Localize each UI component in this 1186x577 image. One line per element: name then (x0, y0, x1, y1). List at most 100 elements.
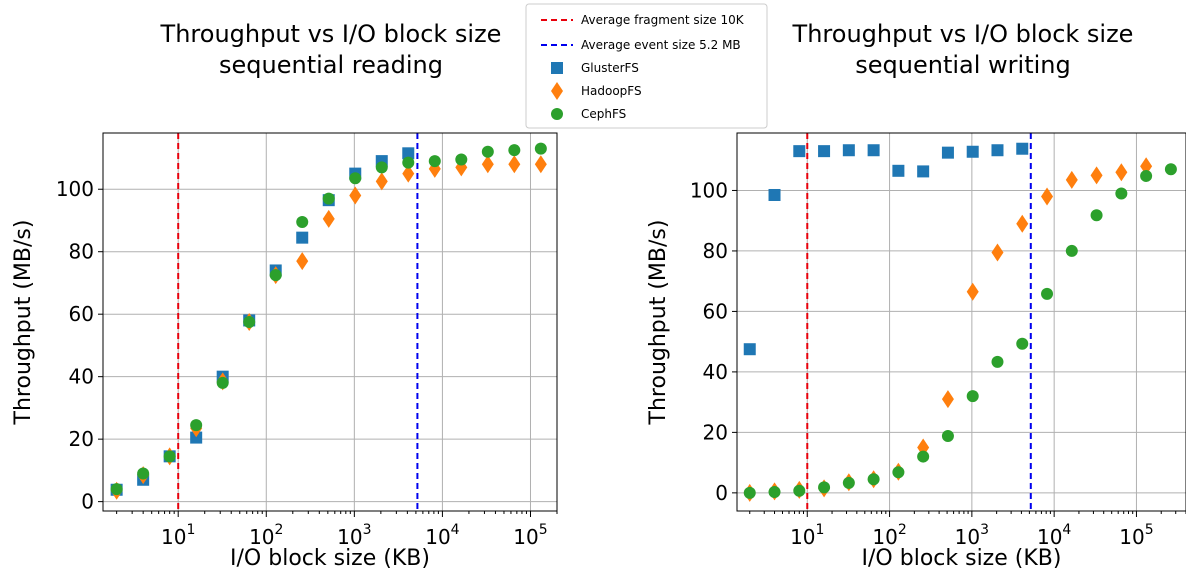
point-cephfs (110, 483, 123, 496)
point-cephfs (243, 316, 256, 328)
point-cephfs (269, 269, 282, 282)
point-glusterfs (818, 145, 831, 158)
point-cephfs (1164, 163, 1177, 176)
point-cephfs (375, 161, 388, 174)
legend-label: Average event size 5.2 MB (581, 38, 741, 52)
x-axis-label: I/O block size (KB) (230, 546, 430, 571)
point-cephfs (991, 355, 1004, 368)
point-hadoopfs (1065, 170, 1078, 189)
point-cephfs (1041, 287, 1054, 300)
point-glusterfs (917, 165, 930, 178)
point-hadoopfs (402, 164, 415, 183)
point-cephfs (1140, 169, 1153, 182)
y-tick-label: 0 (715, 481, 728, 505)
point-glusterfs (892, 164, 905, 177)
legend-label: HadoopFS (581, 84, 642, 98)
legend-item-hadoopfs: HadoopFS (551, 82, 642, 100)
point-cephfs (163, 450, 176, 463)
legend-item-glusterfs: GlusterFS (551, 61, 639, 75)
y-tick-label: 40 (703, 360, 728, 384)
point-cephfs (137, 467, 150, 480)
point-cephfs (508, 144, 521, 157)
point-hadoopfs (941, 390, 954, 409)
point-cephfs (1065, 244, 1078, 257)
y-tick-label: 40 (69, 365, 94, 389)
point-hadoopfs (349, 186, 362, 205)
chart-left: Throughput vs I/O block size sequential r… (11, 20, 558, 571)
legend: Average fragment size 10K Average event s… (525, 3, 768, 129)
point-cephfs (842, 476, 855, 489)
x-tick-label: 103 (337, 522, 371, 549)
point-cephfs (966, 390, 979, 403)
legend-label: Average fragment size 10K (581, 13, 745, 27)
x-tick-label: 104 (1037, 522, 1071, 549)
point-cephfs (296, 216, 309, 229)
legend-label: GlusterFS (581, 61, 639, 75)
point-cephfs (1016, 337, 1029, 350)
point-hadoopfs (375, 172, 388, 191)
point-glusterfs (190, 431, 203, 444)
point-cephfs (1115, 187, 1128, 200)
point-cephfs (481, 145, 494, 158)
legend-label: CephFS (581, 107, 626, 121)
x-tick-label: 102 (872, 522, 906, 549)
x-tick-label: 105 (1119, 522, 1153, 549)
legend-marker-glusterfs (551, 62, 563, 74)
point-glusterfs (966, 145, 979, 158)
point-hadoopfs (508, 155, 521, 174)
point-cephfs (743, 486, 756, 499)
point-hadoopfs (1115, 163, 1128, 182)
point-glusterfs (991, 144, 1004, 157)
chart-title: Throughput vs I/O block size (792, 20, 1134, 48)
x-axis-label: I/O block size (KB) (862, 546, 1062, 571)
point-hadoopfs (481, 155, 494, 174)
point-glusterfs (842, 144, 855, 157)
plot-frame (102, 132, 558, 512)
point-cephfs (818, 481, 831, 494)
y-tick-label: 100 (56, 177, 94, 201)
y-axis-label: Throughput (MB/s) (11, 220, 36, 426)
y-axis-label: Throughput (MB/s) (646, 220, 671, 426)
point-cephfs (216, 376, 229, 389)
legend-box (525, 3, 768, 129)
y-tick-label: 60 (69, 302, 94, 326)
legend-marker-cephfs (551, 108, 563, 120)
legend-marker-hadoopfs (551, 82, 563, 100)
point-glusterfs (793, 145, 806, 158)
point-cephfs (892, 466, 905, 479)
point-glusterfs (296, 231, 309, 244)
legend-item-average-event-size-5-2-mb: Average event size 5.2 MB (541, 38, 741, 52)
point-hadoopfs (991, 243, 1004, 262)
point-cephfs (534, 142, 547, 155)
point-cephfs (349, 172, 362, 185)
legend-item-cephfs: CephFS (551, 107, 626, 121)
x-tick-label: 101 (790, 522, 824, 549)
x-tick-label: 101 (161, 522, 195, 549)
point-cephfs (190, 419, 203, 432)
point-cephfs (428, 155, 441, 168)
plot-frame (736, 132, 1186, 512)
point-hadoopfs (966, 282, 979, 301)
y-tick-label: 20 (69, 427, 94, 451)
point-cephfs (402, 156, 415, 169)
point-hadoopfs (296, 252, 309, 271)
point-glusterfs (743, 343, 756, 356)
y-tick-label: 80 (703, 239, 728, 263)
point-glusterfs (402, 147, 415, 160)
legend-item-average-fragment-size-10k: Average fragment size 10K (541, 13, 745, 27)
y-tick-label: 80 (69, 240, 94, 264)
point-cephfs (867, 473, 880, 486)
y-tick-label: 0 (81, 490, 94, 514)
y-tick-label: 100 (690, 178, 728, 202)
point-cephfs (941, 430, 954, 443)
y-tick-label: 20 (703, 420, 728, 444)
point-hadoopfs (1041, 187, 1054, 206)
point-cephfs (455, 153, 468, 166)
x-tick-label: 102 (249, 522, 283, 549)
y-tick-label: 60 (703, 299, 728, 323)
chart-right: Throughput vs I/O block size sequential w… (646, 20, 1186, 571)
point-hadoopfs (322, 209, 335, 228)
x-tick-label: 104 (425, 522, 459, 549)
point-glusterfs (941, 146, 954, 159)
